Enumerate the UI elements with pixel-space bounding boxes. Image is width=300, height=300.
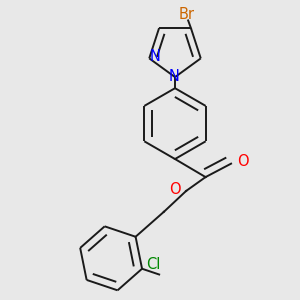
Text: O: O	[237, 154, 249, 169]
Text: N: N	[168, 69, 179, 84]
Text: O: O	[169, 182, 181, 197]
Text: Cl: Cl	[146, 257, 161, 272]
Text: N: N	[149, 50, 160, 64]
Text: Br: Br	[179, 7, 195, 22]
